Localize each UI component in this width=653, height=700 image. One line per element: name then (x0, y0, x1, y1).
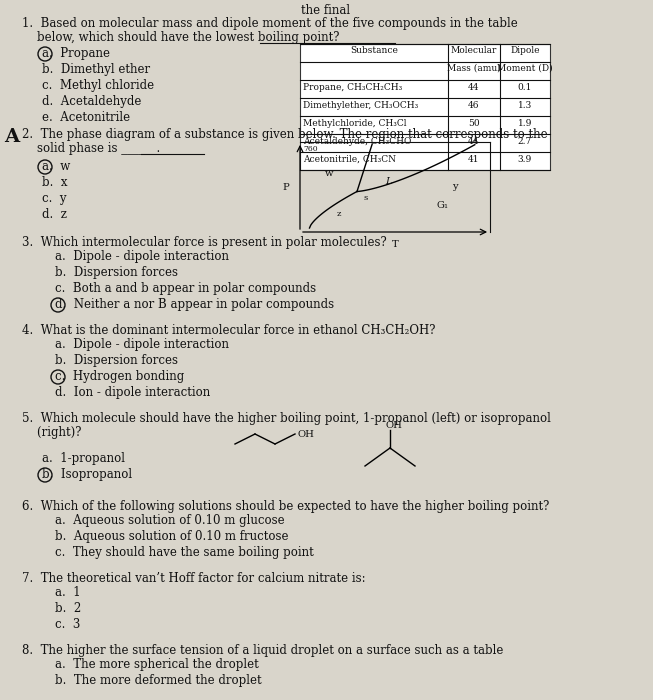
Text: d.  Acetaldehyde: d. Acetaldehyde (42, 95, 142, 108)
Text: c.  3: c. 3 (55, 618, 80, 631)
Text: Acetaldehyde, CH₃CHO: Acetaldehyde, CH₃CHO (303, 137, 411, 146)
Text: b.  Isopropanol: b. Isopropanol (42, 468, 132, 481)
Text: OH: OH (386, 421, 403, 430)
Text: Substance: Substance (350, 46, 398, 55)
Text: below, which should have the lowest boiling point?: below, which should have the lowest boil… (22, 31, 340, 44)
Text: G₁: G₁ (437, 201, 449, 210)
Text: 6.  Which of the following solutions should be expected to have the higher boili: 6. Which of the following solutions shou… (22, 500, 549, 513)
Text: c.  They should have the same boiling point: c. They should have the same boiling poi… (55, 546, 313, 559)
Text: 760: 760 (303, 145, 317, 153)
Text: d.  Ion - dipole interaction: d. Ion - dipole interaction (55, 386, 210, 399)
Text: 1.  Based on molecular mass and dipole moment of the five compounds in the table: 1. Based on molecular mass and dipole mo… (22, 17, 518, 30)
Text: b.  The more deformed the droplet: b. The more deformed the droplet (55, 674, 262, 687)
Text: 46: 46 (468, 101, 480, 110)
Text: 3.9: 3.9 (518, 155, 532, 164)
Text: a.  Propane: a. Propane (42, 47, 110, 60)
Text: P: P (283, 183, 289, 192)
Text: Methylchloride, CH₃Cl: Methylchloride, CH₃Cl (303, 119, 407, 128)
Text: a.  1: a. 1 (55, 586, 80, 599)
Text: c.  Both a and b appear in polar compounds: c. Both a and b appear in polar compound… (55, 282, 316, 295)
Text: 8.  The higher the surface tension of a liquid droplet on a surface such as a ta: 8. The higher the surface tension of a l… (22, 644, 503, 657)
Text: L: L (385, 177, 392, 186)
Text: a.  1-propanol: a. 1-propanol (42, 452, 125, 465)
Text: z: z (337, 209, 342, 218)
Text: e.  Acetonitrile: e. Acetonitrile (42, 111, 130, 124)
Text: 1.3: 1.3 (518, 101, 532, 110)
Bar (300, 44, 550, 170)
Text: 50: 50 (468, 119, 480, 128)
Text: A: A (4, 128, 19, 146)
Text: b.  2: b. 2 (55, 602, 81, 615)
Text: (right)?: (right)? (22, 426, 82, 439)
Text: 4.  What is the dominant intermolecular force in ethanol CH₃CH₂OH?: 4. What is the dominant intermolecular f… (22, 324, 436, 337)
Text: b.  Dispersion forces: b. Dispersion forces (55, 266, 178, 279)
Text: y: y (452, 182, 458, 191)
Text: a.  Dipole - dipole interaction: a. Dipole - dipole interaction (55, 250, 229, 263)
Text: 5.  Which molecule should have the higher boiling point, 1-propanol (left) or is: 5. Which molecule should have the higher… (22, 412, 551, 425)
Text: d.  z: d. z (42, 208, 67, 221)
Text: the final: the final (302, 4, 351, 17)
Text: 2.  The phase diagram of a substance is given below. The region that corresponds: 2. The phase diagram of a substance is g… (22, 128, 548, 141)
Text: c.  Hydrogen bonding: c. Hydrogen bonding (55, 370, 184, 383)
Text: a.  Aqueous solution of 0.10 m glucose: a. Aqueous solution of 0.10 m glucose (55, 514, 285, 527)
Text: Propane, CH₃CH₂CH₃: Propane, CH₃CH₂CH₃ (303, 83, 402, 92)
Text: Dipole: Dipole (510, 46, 540, 55)
Text: T: T (392, 240, 398, 249)
Text: 44: 44 (468, 137, 480, 146)
Text: solid phase is ______.: solid phase is ______. (22, 142, 160, 155)
Text: b.  x: b. x (42, 176, 67, 189)
Text: Acetonitrile, CH₃CN: Acetonitrile, CH₃CN (303, 155, 396, 164)
Text: 0.1: 0.1 (518, 83, 532, 92)
Text: 3.  Which intermolecular force is present in polar molecules?: 3. Which intermolecular force is present… (22, 236, 387, 249)
Text: c.  y: c. y (42, 192, 67, 205)
Text: 1.9: 1.9 (518, 119, 532, 128)
Text: s: s (363, 193, 367, 202)
Text: b.  Dimethyl ether: b. Dimethyl ether (42, 63, 150, 76)
Text: b.  Aqueous solution of 0.10 m fructose: b. Aqueous solution of 0.10 m fructose (55, 530, 289, 543)
Text: Molecular: Molecular (451, 46, 497, 55)
Text: d.  Neither a nor B appear in polar compounds: d. Neither a nor B appear in polar compo… (55, 298, 334, 311)
Text: 2.7: 2.7 (518, 137, 532, 146)
Text: 41: 41 (468, 155, 480, 164)
Text: Dimethylether, CH₃OCH₃: Dimethylether, CH₃OCH₃ (303, 101, 419, 110)
Text: OH: OH (297, 430, 314, 439)
Text: w: w (325, 169, 333, 178)
Text: Mass (amu): Mass (amu) (447, 64, 501, 73)
Text: a.  w: a. w (42, 160, 71, 173)
Text: Moment (D): Moment (D) (497, 64, 553, 73)
Text: 44: 44 (468, 83, 480, 92)
Text: a.  Dipole - dipole interaction: a. Dipole - dipole interaction (55, 338, 229, 351)
Text: b.  Dispersion forces: b. Dispersion forces (55, 354, 178, 367)
Text: a.  The more spherical the droplet: a. The more spherical the droplet (55, 658, 259, 671)
Text: 7.  The theoretical van’t Hoff factor for calcium nitrate is:: 7. The theoretical van’t Hoff factor for… (22, 572, 366, 585)
Text: c.  Methyl chloride: c. Methyl chloride (42, 79, 154, 92)
